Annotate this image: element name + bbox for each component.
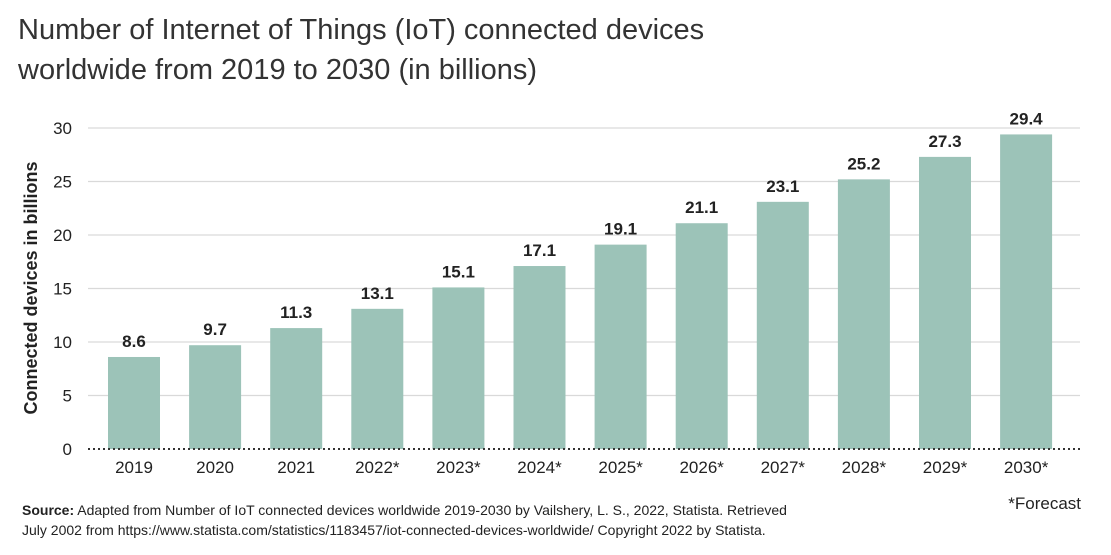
bar bbox=[675, 223, 728, 449]
chart-title-line1: Number of Internet of Things (IoT) conne… bbox=[18, 14, 705, 46]
value-label: 23.1 bbox=[766, 177, 799, 196]
source-line1: Source: Adapted from Number of IoT conne… bbox=[22, 500, 922, 520]
value-label: 25.2 bbox=[847, 154, 880, 173]
y-tick-label: 0 bbox=[63, 440, 72, 459]
y-axis-ticks: 0 5 10 15 20 25 30 bbox=[53, 119, 72, 459]
x-tick-label: 2025* bbox=[598, 458, 643, 477]
y-tick-label: 30 bbox=[53, 119, 72, 138]
y-tick-label: 5 bbox=[63, 387, 72, 406]
x-tick-label: 2029* bbox=[923, 458, 968, 477]
value-label: 11.3 bbox=[280, 303, 312, 322]
value-label: 17.1 bbox=[523, 241, 556, 260]
bar bbox=[1000, 134, 1053, 450]
y-axis-label: Connected devices in billions bbox=[21, 161, 41, 414]
x-tick-label: 2030* bbox=[1004, 458, 1049, 477]
bar bbox=[432, 287, 485, 449]
y-tick-label: 15 bbox=[53, 280, 72, 299]
bar bbox=[513, 266, 566, 449]
x-tick-label: 2021 bbox=[277, 458, 315, 477]
x-tick-label: 2022* bbox=[355, 458, 400, 477]
value-label: 21.1 bbox=[685, 198, 718, 217]
x-tick-label: 2026* bbox=[679, 458, 724, 477]
bar bbox=[351, 308, 404, 449]
x-tick-label: 2019 bbox=[115, 458, 153, 477]
gridlines bbox=[88, 127, 1080, 397]
chart-title-line2: worldwide from 2019 to 2030 (in billions… bbox=[18, 54, 538, 86]
bar bbox=[270, 328, 323, 449]
x-tick-label: 2023* bbox=[436, 458, 481, 477]
chart-title: Number of Internet of Things (IoT) conne… bbox=[18, 10, 918, 90]
value-label: 19.1 bbox=[604, 220, 637, 239]
value-label: 8.6 bbox=[122, 332, 146, 351]
value-label: 9.7 bbox=[203, 320, 227, 339]
bar bbox=[837, 179, 890, 450]
x-axis-ticks: 2019 2020 2021 2022* 2023* 2024* 2025* 2026* 202… bbox=[115, 458, 1049, 477]
source-footnote: Source: Adapted from Number of IoT conne… bbox=[22, 500, 922, 540]
source-label: Source: bbox=[22, 502, 75, 518]
x-tick-label: 2020 bbox=[196, 458, 234, 477]
bar bbox=[919, 156, 971, 449]
source-text: Adapted from Number of IoT connected dev… bbox=[74, 502, 787, 518]
forecast-note: *Forecast bbox=[1008, 494, 1081, 513]
x-tick-label: 2027* bbox=[761, 458, 806, 477]
y-tick-label: 10 bbox=[53, 333, 72, 352]
bar bbox=[108, 356, 160, 449]
x-tick-label: 2028* bbox=[842, 458, 887, 477]
value-labels: 8.6 9.7 11.3 13.1 15.1 17.1 19.1 21.1 23.1 25.2 27… bbox=[122, 109, 1043, 351]
bar bbox=[594, 244, 647, 449]
y-tick-label: 25 bbox=[53, 173, 72, 192]
source-line2: July 2002 from https://www.statista.com/… bbox=[22, 522, 766, 538]
value-label: 29.4 bbox=[1010, 109, 1044, 128]
value-label: 15.1 bbox=[442, 262, 475, 281]
y-tick-label: 20 bbox=[53, 226, 72, 245]
bar bbox=[189, 345, 242, 449]
bar bbox=[756, 201, 809, 449]
value-label: 27.3 bbox=[928, 132, 961, 151]
bars bbox=[108, 134, 1053, 450]
value-label: 13.1 bbox=[361, 284, 394, 303]
x-tick-label: 2024* bbox=[517, 458, 562, 477]
